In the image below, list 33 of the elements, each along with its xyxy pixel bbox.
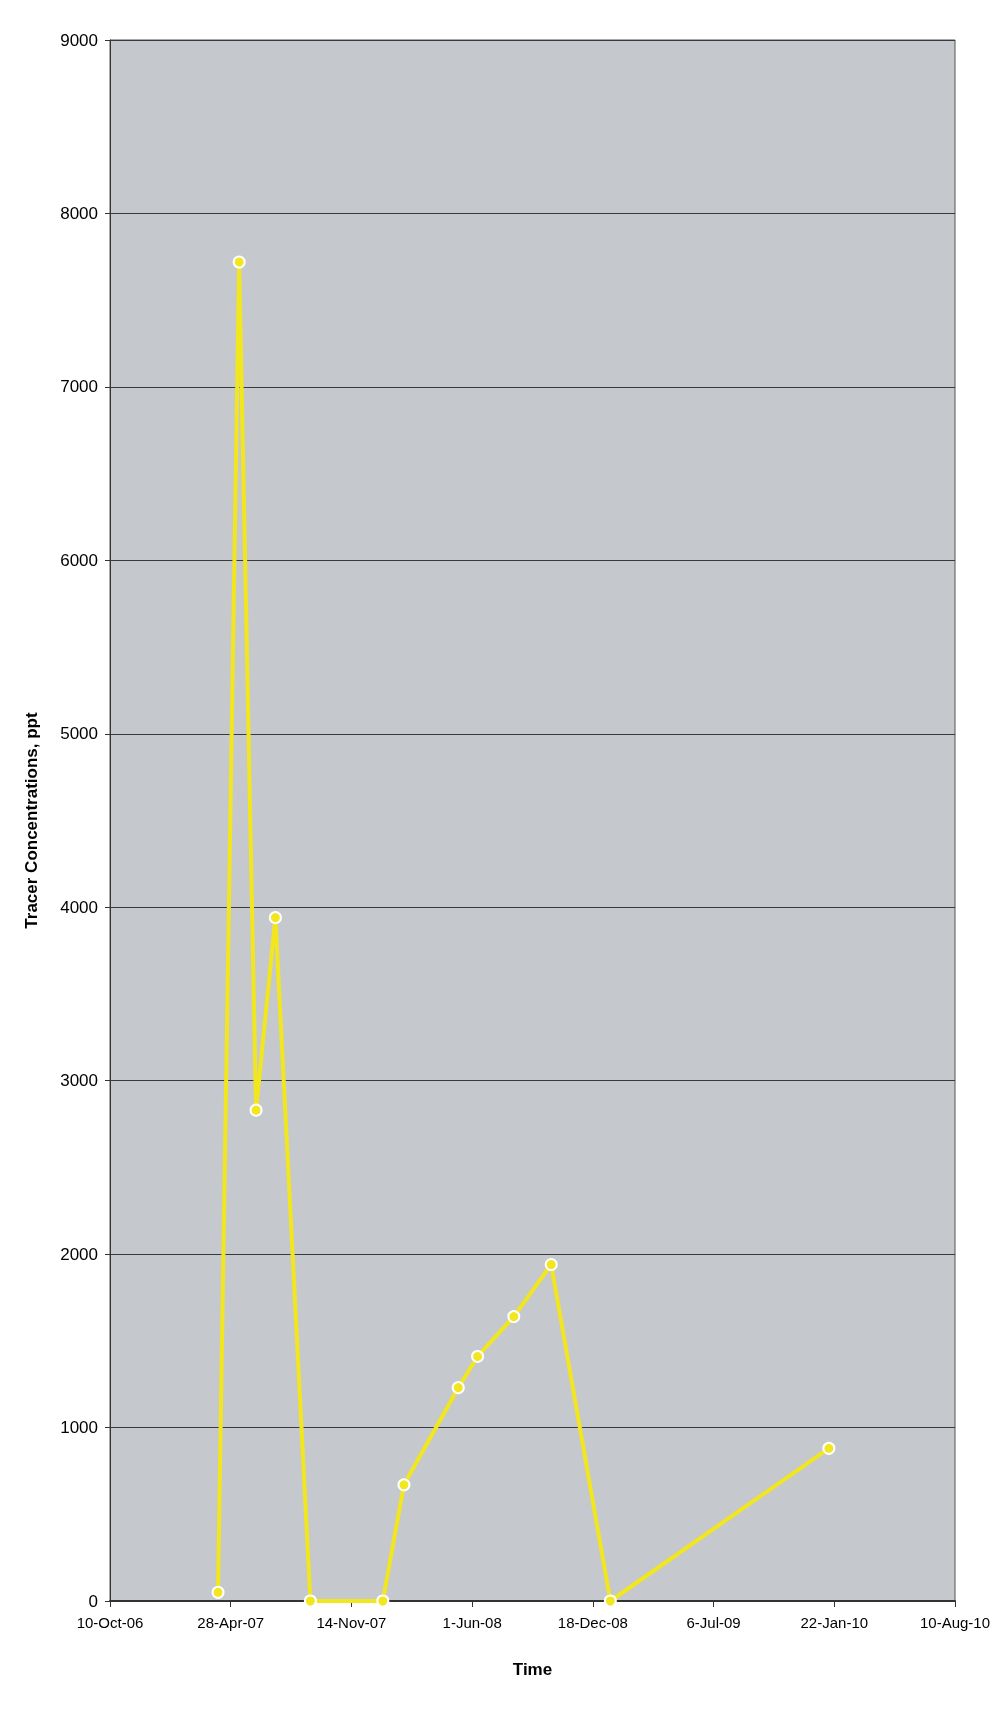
point (451, 1381, 465, 1395)
point (211, 1585, 225, 1599)
y-tick-label: 6000 (60, 550, 98, 570)
x-tick-label: 22-Jan-10 (800, 1614, 869, 1631)
point (822, 1441, 836, 1455)
point (249, 1103, 263, 1117)
point (507, 1310, 521, 1324)
y-tick-label: 7000 (60, 377, 98, 397)
x-tick-label: 10-Oct-06 (76, 1614, 144, 1631)
point (376, 1594, 390, 1608)
point (544, 1258, 558, 1272)
y-tick-label: 8000 (60, 203, 98, 223)
y-tick-label: 1000 (60, 1418, 98, 1438)
x-tick-label: 10-Aug-10 (919, 1614, 991, 1631)
point (303, 1594, 317, 1608)
y-tick-label: 5000 (60, 724, 98, 744)
point (603, 1594, 617, 1608)
x-tick-label: 28-Apr-07 (197, 1614, 265, 1631)
x-tick-label: 6-Jul-09 (686, 1614, 741, 1631)
point (471, 1349, 485, 1363)
x-tick-label: 14-Nov-07 (316, 1614, 387, 1631)
point (397, 1478, 411, 1492)
x-tick-label: 1-Jun-08 (442, 1614, 502, 1631)
y-tick-label: 4000 (60, 897, 98, 917)
x-axis-title: Time (512, 1660, 553, 1679)
y-tick-label: 9000 (60, 30, 98, 50)
y-tick-label: 0 (88, 1591, 98, 1611)
point (232, 255, 246, 269)
point (268, 911, 282, 925)
y-tick-label: 3000 (60, 1071, 98, 1091)
y-axis-title: Tracer Concentrations, ppt (22, 712, 41, 929)
x-tick-label: 18-Dec-08 (557, 1614, 628, 1631)
y-tick-label: 2000 (60, 1244, 98, 1264)
